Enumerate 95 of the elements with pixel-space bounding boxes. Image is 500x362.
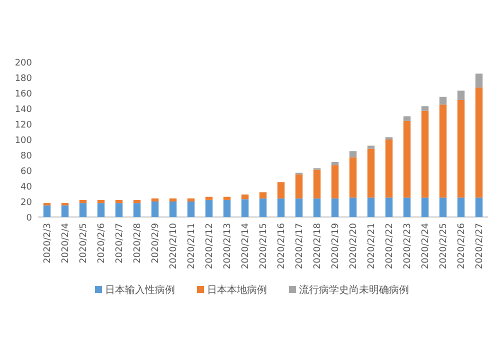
bar: [295, 198, 303, 217]
bar: [349, 157, 357, 198]
bar: [115, 203, 123, 217]
bar: [241, 194, 249, 200]
bar: [457, 100, 465, 198]
bar: [97, 200, 105, 204]
bar: [331, 198, 339, 217]
bar: [457, 90, 465, 100]
bar: [313, 198, 321, 217]
bar: [349, 198, 357, 217]
bar: [331, 165, 339, 198]
bar: [385, 198, 393, 217]
x-tick-label: 2020/2/5: [79, 223, 89, 264]
bar: [133, 200, 141, 204]
y-tick-label: 0: [26, 214, 32, 224]
y-tick-label: 40: [20, 182, 32, 192]
bar: [187, 202, 195, 217]
bar: [403, 120, 411, 198]
legend-label: 日本本地病例: [207, 284, 267, 296]
x-tick-label: 2020/2/26: [457, 222, 467, 270]
bar: [475, 198, 483, 217]
bar: [187, 198, 195, 202]
y-tick-label: 200: [14, 58, 32, 68]
bar: [97, 203, 105, 217]
x-tick-label: 2020/2/21: [367, 223, 377, 270]
x-tick-label: 2020/2/19: [331, 222, 341, 270]
bar: [367, 146, 375, 149]
y-tick-label: 20: [20, 198, 32, 208]
legend-label: 流行病学史尚未明确病例: [299, 284, 409, 296]
bar: [421, 110, 429, 198]
x-tick-label: 2020/2/6: [97, 222, 107, 264]
x-tick-label: 2020/2/7: [115, 223, 125, 264]
bar: [223, 200, 231, 217]
bar: [241, 199, 249, 217]
x-tick-label: 2020/2/3: [43, 223, 53, 264]
x-tick-label: 2020/2/15: [259, 223, 269, 270]
bar: [475, 88, 483, 198]
bar: [367, 148, 375, 198]
y-tick-label: 160: [14, 90, 32, 100]
bar: [403, 116, 411, 121]
bar: [259, 198, 267, 217]
bar: [115, 200, 123, 204]
bar: [349, 151, 357, 158]
x-tick-label: 2020/2/14: [241, 222, 251, 270]
bar: [439, 104, 447, 198]
bar: [61, 205, 69, 217]
x-tick-label: 2020/2/20: [349, 222, 359, 270]
x-tick-label: 2020/2/23: [403, 223, 413, 270]
y-tick-label: 60: [20, 167, 32, 177]
x-tick-label: 2020/2/4: [61, 222, 71, 264]
y-tick-label: 140: [14, 105, 32, 115]
y-tick-label: 180: [14, 74, 32, 84]
x-tick-label: 2020/2/11: [187, 223, 197, 270]
bar: [169, 202, 177, 217]
x-tick-label: 2020/2/18: [313, 222, 323, 270]
y-tick-label: 100: [14, 136, 32, 146]
bar: [133, 203, 141, 217]
x-tick-label: 2020/2/10: [169, 222, 179, 270]
bar: [79, 200, 87, 204]
x-tick-label: 2020/2/22: [385, 223, 395, 270]
bar: [403, 198, 411, 217]
y-tick-label: 80: [20, 152, 32, 162]
legend-label: 日本输入性病例: [105, 284, 175, 296]
bar: [277, 198, 285, 217]
x-tick-label: 2020/2/9: [151, 222, 161, 264]
bar: [313, 170, 321, 198]
x-tick-label: 2020/2/16: [277, 222, 287, 270]
y-tick-label: 120: [14, 120, 32, 130]
x-tick-label: 2020/2/17: [295, 223, 305, 270]
bar: [331, 162, 339, 166]
bar: [421, 198, 429, 217]
x-tick-label: 2020/2/8: [133, 222, 143, 264]
x-tick-label: 2020/2/24: [421, 222, 431, 270]
bar: [367, 198, 375, 217]
bar: [223, 196, 231, 200]
bar: [205, 196, 213, 200]
bar: [151, 202, 159, 217]
x-tick-label: 2020/2/12: [205, 223, 215, 270]
bar: [421, 106, 429, 111]
bar: [169, 198, 177, 202]
x-tick-label: 2020/2/13: [223, 223, 233, 270]
bar: [439, 198, 447, 217]
x-tick-label: 2020/2/27: [475, 223, 485, 270]
bar: [43, 205, 51, 217]
bar: [205, 200, 213, 217]
bar: [259, 192, 267, 198]
bar: [295, 174, 303, 198]
bar: [385, 140, 393, 198]
bar: [457, 198, 465, 217]
bar: [151, 198, 159, 202]
bar: [79, 203, 87, 217]
x-tick-label: 2020/2/25: [439, 223, 449, 270]
bar: [277, 182, 285, 198]
bar: [439, 96, 447, 105]
bar: [475, 74, 483, 88]
